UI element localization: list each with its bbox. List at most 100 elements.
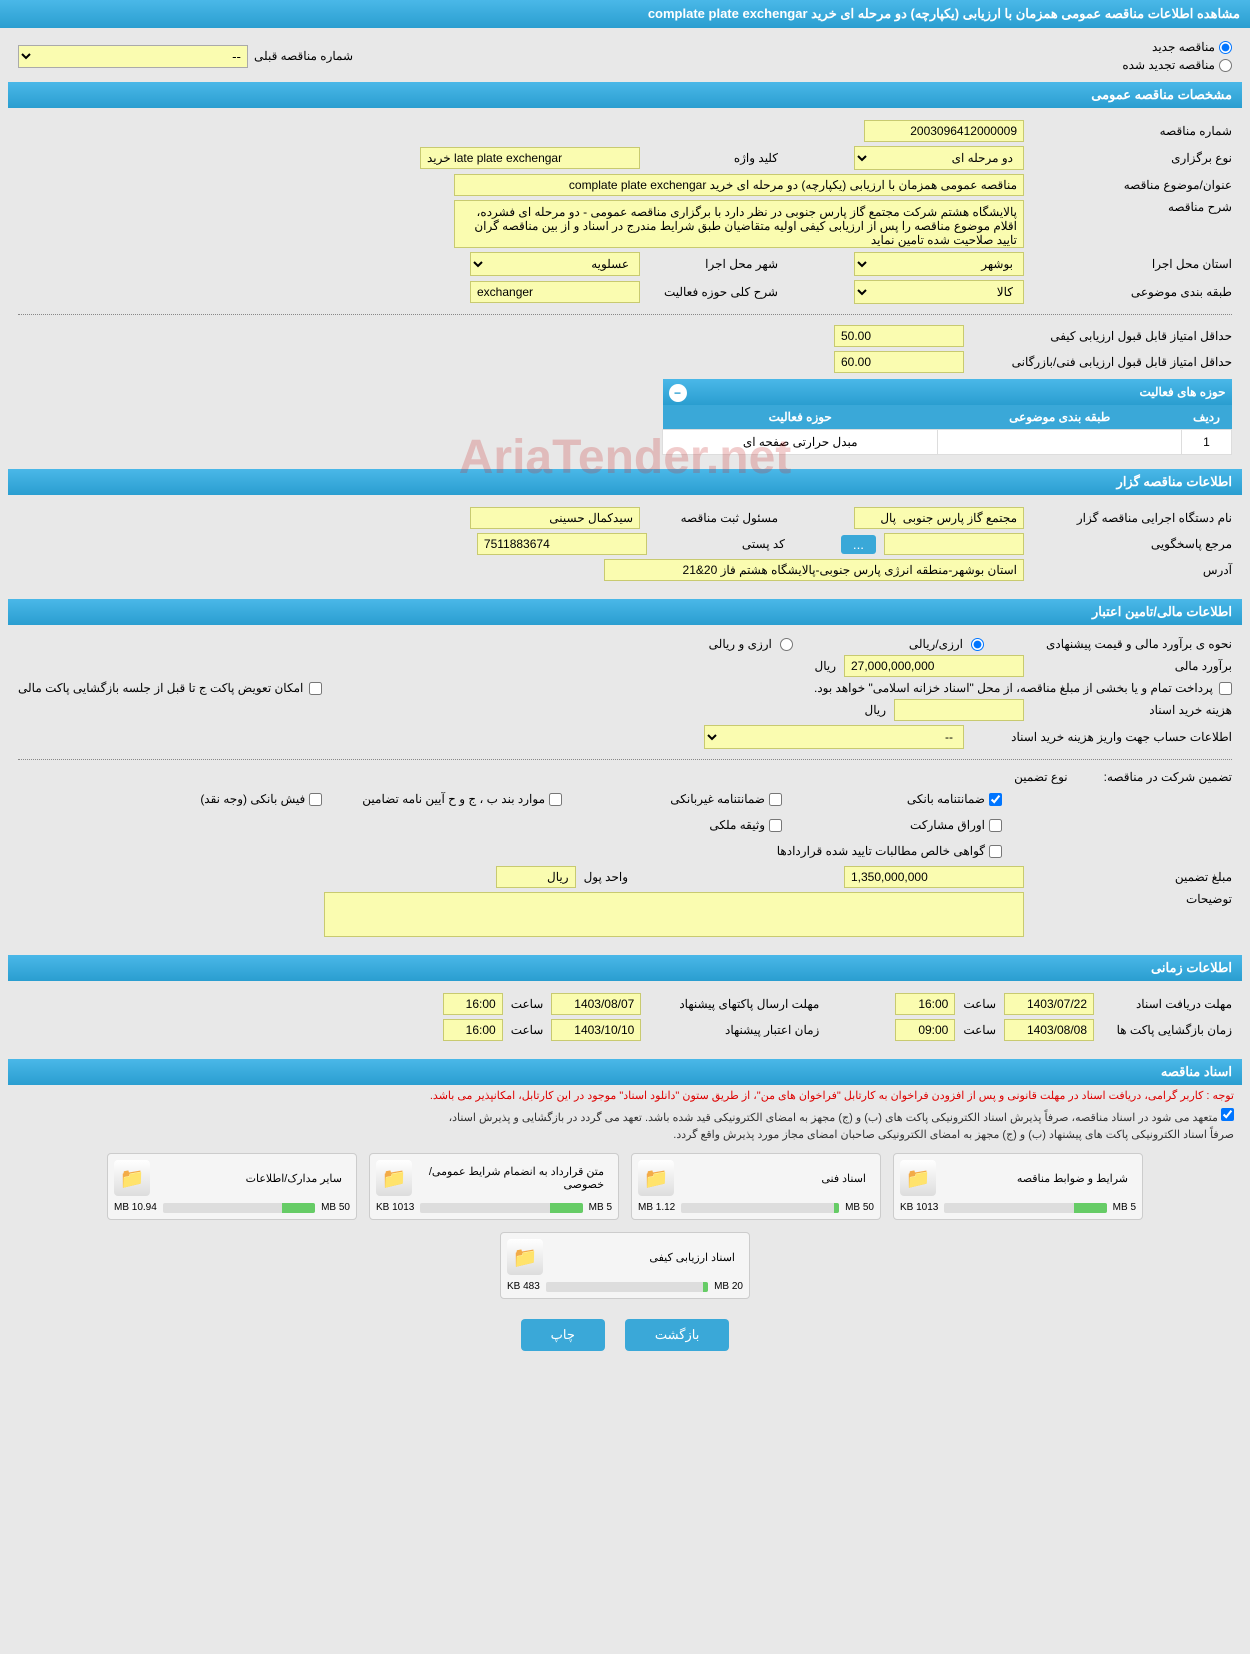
subject-label: عنوان/موضوع مناقصه [1032, 178, 1232, 192]
receive-time[interactable] [895, 993, 955, 1015]
ref-label: مرجع پاسخگویی [1032, 537, 1232, 551]
file-total: 20 MB [714, 1281, 743, 1292]
postal-label: کد پستی [655, 537, 785, 551]
g-receivables-check[interactable] [989, 845, 1002, 858]
row-no: 1 [1182, 430, 1232, 455]
file-card[interactable]: اسناد فنی📁50 MB1.12 MB [631, 1153, 881, 1220]
tender-no-input[interactable] [864, 120, 1024, 142]
send-time[interactable] [443, 993, 503, 1015]
g-bank-label: ضمانتنامه بانکی [907, 792, 985, 806]
prev-tender-label: شماره مناقصه قبلی [254, 49, 353, 63]
type-label: نوع برگزاری [1032, 151, 1232, 165]
city-label: شهر محل اجرا [648, 257, 778, 271]
activity-desc-input[interactable] [470, 281, 640, 303]
open-time-label: ساعت [963, 1023, 996, 1037]
min-tech-input[interactable] [834, 351, 964, 373]
file-used: 1013 KB [376, 1202, 414, 1213]
file-title: اسناد فنی [674, 1172, 874, 1185]
resp-input[interactable] [470, 507, 640, 529]
city-select[interactable]: عسلویه [470, 252, 640, 276]
g-receivables-label: گواهی خالص مطالبات تایید شده قراردادها [777, 844, 985, 858]
remarks-textarea[interactable] [324, 892, 1024, 937]
keyword-input[interactable] [420, 147, 640, 169]
prev-tender-select[interactable]: -- [18, 45, 248, 68]
validity-time[interactable] [443, 1019, 503, 1041]
resp-label: مسئول ثبت مناقصه [648, 511, 778, 525]
open-date[interactable] [1004, 1019, 1094, 1041]
amount-input[interactable] [844, 655, 1024, 677]
keyword-label: کلید واژه [648, 151, 778, 165]
radio-renewed[interactable] [1219, 59, 1232, 72]
receive-date[interactable] [1004, 993, 1094, 1015]
back-button[interactable]: بازگشت [625, 1319, 729, 1351]
remarks-label: توضیحات [1032, 892, 1232, 906]
swap-note-check[interactable] [309, 682, 322, 695]
col-category: طبقه بندی موضوعی [938, 405, 1182, 430]
file-progress-bar [420, 1203, 582, 1213]
activity-table-header: حوزه های فعالیت [1140, 385, 1226, 399]
file-card[interactable]: متن قرارداد به انضمام شرایط عمومی/خصوصی📁… [369, 1153, 619, 1220]
validity-time-label: ساعت [511, 1023, 544, 1037]
file-card[interactable]: سایر مدارک/اطلاعات📁50 MB10.94 MB [107, 1153, 357, 1220]
validity-date[interactable] [551, 1019, 641, 1041]
g-property-check[interactable] [769, 819, 782, 832]
folder-icon: 📁 [900, 1160, 936, 1196]
file-card[interactable]: اسناد ارزیابی کیفی📁20 MB483 KB [500, 1232, 750, 1299]
radio-rial[interactable] [971, 638, 984, 651]
address-input[interactable] [604, 559, 1024, 581]
file-grid: شرایط و ضوابط مناقصه📁5 MB1013 KBاسناد فن… [8, 1153, 1242, 1299]
radio-new[interactable] [1219, 41, 1232, 54]
ref-browse-button[interactable]: ... [841, 535, 876, 554]
radio-both[interactable] [780, 638, 793, 651]
guarantee-label: تضمین شرکت در مناقصه: [1104, 770, 1232, 784]
g-cash-check[interactable] [309, 793, 322, 806]
org-input[interactable] [854, 507, 1024, 529]
desc-textarea[interactable]: پالایشگاه هشتم شرکت مجتمع گاز پارس جنوبی… [454, 200, 1024, 248]
file-used: 10.94 MB [114, 1202, 157, 1213]
g-securities-label: اوراق مشارکت [910, 818, 985, 832]
g-nonbank-check[interactable] [769, 793, 782, 806]
unit-input[interactable] [496, 866, 576, 888]
purchase-cost-label: هزینه خرید اسناد [1032, 703, 1232, 717]
radio-renewed-label: مناقصه تجدید شده [1122, 58, 1215, 72]
account-select[interactable]: -- [704, 725, 964, 749]
folder-icon: 📁 [638, 1160, 674, 1196]
category-select[interactable]: کالا [854, 280, 1024, 304]
send-label: مهلت ارسال پاکتهای پیشنهاد [649, 997, 819, 1011]
row-category [938, 430, 1182, 455]
guarantee-amount-input[interactable] [844, 866, 1024, 888]
activity-desc-label: شرح کلی حوزه فعالیت [648, 285, 778, 299]
send-date[interactable] [551, 993, 641, 1015]
g-bond-check[interactable] [549, 793, 562, 806]
open-time[interactable] [895, 1019, 955, 1041]
col-area: حوزه فعالیت [663, 405, 938, 430]
postal-input[interactable] [477, 533, 647, 555]
print-button[interactable]: چاپ [521, 1319, 605, 1351]
address-label: آدرس [1032, 563, 1232, 577]
type-select[interactable]: دو مرحله ای [854, 146, 1024, 170]
purchase-cost-input[interactable] [894, 699, 1024, 721]
subject-input[interactable] [454, 174, 1024, 196]
g-bank-check[interactable] [989, 793, 1002, 806]
docs-note1: متعهد می شود در اسناد مناقصه، صرفاً پذیر… [449, 1112, 1218, 1124]
separator-2 [18, 759, 1232, 760]
file-progress-bar [944, 1203, 1106, 1213]
collapse-icon[interactable]: − [669, 384, 687, 402]
g-securities-check[interactable] [989, 819, 1002, 832]
section-financial-header: اطلاعات مالی/تامین اعتبار [8, 599, 1242, 625]
ref-input[interactable] [884, 533, 1024, 555]
activity-table: حوزه های فعالیت − ردیف طبقه بندی موضوعی … [662, 379, 1232, 455]
currency-label: ریال [814, 659, 836, 673]
min-qual-input[interactable] [834, 325, 964, 347]
desc-label: شرح مناقصه [1032, 200, 1232, 214]
table-row: 1 مبدل حرارتی صفحه ای [663, 430, 1232, 455]
payment-note-check[interactable] [1219, 682, 1232, 695]
note1-check[interactable] [1221, 1108, 1234, 1121]
province-select[interactable]: بوشهر [854, 252, 1024, 276]
file-card[interactable]: شرایط و ضوابط مناقصه📁5 MB1013 KB [893, 1153, 1143, 1220]
open-label: زمان بازگشایی پاکت ها [1102, 1023, 1232, 1037]
file-title: شرایط و ضوابط مناقصه [936, 1172, 1136, 1185]
amount-label: برآورد مالی [1032, 659, 1232, 673]
g-property-label: وثیقه ملکی [709, 818, 765, 832]
file-total: 50 MB [321, 1202, 350, 1213]
